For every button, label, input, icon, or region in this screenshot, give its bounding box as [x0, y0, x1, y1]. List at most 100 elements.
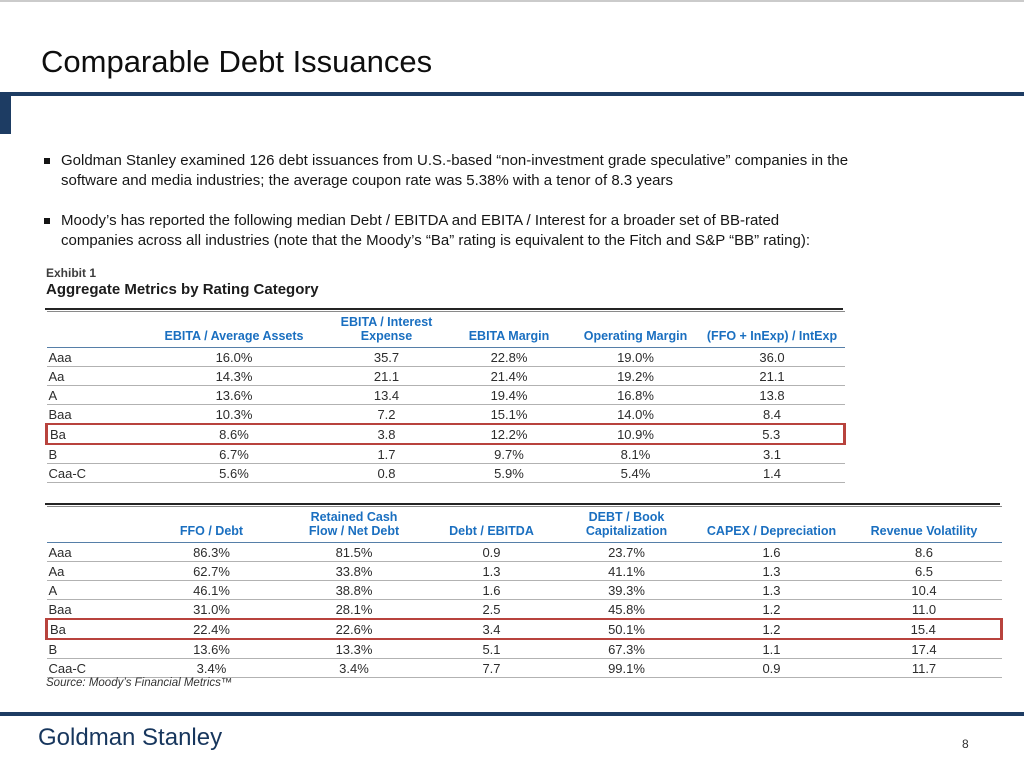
cell-value: 13.4 — [326, 385, 447, 405]
table-row: A 46.1% 38.8% 1.6 39.3% 1.3 10.4 — [46, 580, 1002, 600]
exhibit-label: Exhibit 1 — [46, 266, 97, 280]
row-label: Caa-C — [46, 463, 142, 483]
cell-value: 99.1% — [556, 658, 697, 678]
row-label: Caa-C — [46, 658, 142, 678]
cell-value: 1.3 — [426, 561, 557, 581]
cell-value: 14.3% — [141, 366, 327, 386]
cell-value: 86.3% — [141, 542, 282, 562]
cell-value: 3.4% — [281, 658, 427, 678]
cell-value: 41.1% — [556, 561, 697, 581]
page-number: 8 — [962, 737, 969, 751]
row-label-header — [46, 311, 142, 348]
cell-value: 7.7 — [426, 658, 557, 678]
footer-brand-logo: Goldman Stanley — [38, 724, 223, 751]
cell-value: 22.6% — [281, 618, 427, 640]
cell-value: 3.1 — [699, 444, 845, 464]
cell-value: 8.1% — [571, 444, 700, 464]
cell-value: 15.4 — [846, 618, 1003, 640]
cell-value: 36.0 — [699, 347, 845, 367]
cell-value: 10.3% — [141, 404, 327, 425]
cell-value: 3.4 — [426, 618, 557, 640]
highlighted-table-row: Ba 22.4% 22.6% 3.4 50.1% 1.2 15.4 — [45, 618, 1003, 640]
column-header: EBITA / Average Assets — [141, 311, 327, 348]
cell-value: 46.1% — [141, 580, 282, 600]
footer-rule — [0, 712, 1024, 716]
table-header-row: EBITA / Average Assets EBITA / Interest E… — [46, 311, 845, 348]
table-row: A 13.6% 13.4 19.4% 16.8% 13.8 — [46, 385, 845, 405]
cell-value: 21.1 — [699, 366, 845, 386]
cell-value: 6.7% — [141, 444, 327, 464]
bullet-list: Goldman Stanley examined 126 debt issuan… — [44, 151, 984, 271]
cell-value: 1.6 — [426, 580, 557, 600]
cell-value: 39.3% — [556, 580, 697, 600]
title-rule — [0, 92, 1024, 96]
table-row: Caa-C 3.4% 3.4% 7.7 99.1% 0.9 11.7 — [46, 658, 1002, 678]
column-header: DEBT / Book Capitalization — [556, 506, 697, 543]
row-label: Baa — [46, 599, 142, 620]
cell-value: 38.8% — [281, 580, 427, 600]
cell-value: 81.5% — [281, 542, 427, 562]
cell-value: 1.2 — [696, 599, 847, 620]
cell-value: 13.3% — [281, 639, 427, 659]
table-header-row: FFO / Debt Retained Cash Flow / Net Debt D… — [46, 506, 1002, 543]
cell-value: 0.9 — [426, 542, 557, 562]
rating-metrics-table-1-grid: EBITA / Average Assets EBITA / Interest E… — [45, 311, 846, 483]
cell-value: 8.6 — [846, 542, 1002, 562]
cell-value: 8.4 — [699, 404, 845, 425]
table-row: Aa 62.7% 33.8% 1.3 41.1% 1.3 6.5 — [46, 561, 1002, 581]
highlighted-table-row: Ba 8.6% 3.8 12.2% 10.9% 5.3 — [45, 423, 846, 445]
row-label: Aaa — [46, 347, 142, 367]
cell-value: 7.2 — [326, 404, 447, 425]
table-row: Caa-C 5.6% 0.8 5.9% 5.4% 1.4 — [46, 463, 845, 483]
rating-metrics-table-2-grid: FFO / Debt Retained Cash Flow / Net Debt D… — [45, 506, 1003, 678]
cell-value: 13.6% — [141, 639, 282, 659]
source-note: Source: Moody’s Financial Metrics™ — [46, 677, 233, 689]
bullet-square-icon — [44, 218, 50, 224]
row-label: Aa — [46, 561, 142, 581]
cell-value: 23.7% — [556, 542, 697, 562]
row-label: Ba — [45, 618, 142, 640]
rating-metrics-table-2: FFO / Debt Retained Cash Flow / Net Debt D… — [45, 503, 1003, 678]
cell-value: 10.4 — [846, 580, 1002, 600]
cell-value: 31.0% — [141, 599, 282, 620]
column-header: Operating Margin — [571, 311, 700, 348]
cell-value: 28.1% — [281, 599, 427, 620]
cell-value: 3.8 — [326, 423, 447, 445]
cell-value: 1.4 — [699, 463, 845, 483]
row-label: Aaa — [46, 542, 142, 562]
table-row: Baa 31.0% 28.1% 2.5 45.8% 1.2 11.0 — [46, 599, 1002, 620]
column-header: FFO / Debt — [141, 506, 282, 543]
cell-value: 0.8 — [326, 463, 447, 483]
bullet-item: Goldman Stanley examined 126 debt issuan… — [44, 151, 984, 191]
cell-value: 5.9% — [446, 463, 572, 483]
cell-value: 50.1% — [556, 618, 697, 640]
column-header: EBITA Margin — [446, 311, 572, 348]
cell-value: 1.1 — [696, 639, 847, 659]
row-label: Baa — [46, 404, 142, 425]
cell-value: 1.7 — [326, 444, 447, 464]
cell-value: 5.3 — [699, 423, 846, 445]
table-row: B 6.7% 1.7 9.7% 8.1% 3.1 — [46, 444, 845, 464]
cell-value: 19.0% — [571, 347, 700, 367]
cell-value: 1.3 — [696, 580, 847, 600]
cell-value: 1.6 — [696, 542, 847, 562]
cell-value: 21.4% — [446, 366, 572, 386]
row-label: A — [46, 385, 142, 405]
title-rule-accent — [0, 92, 11, 134]
cell-value: 22.8% — [446, 347, 572, 367]
cell-value: 21.1 — [326, 366, 447, 386]
column-header: (FFO + InExp) / IntExp — [699, 311, 845, 348]
table-row: Baa 10.3% 7.2 15.1% 14.0% 8.4 — [46, 404, 845, 425]
cell-value: 19.4% — [446, 385, 572, 405]
bullet-text: Goldman Stanley examined 126 debt issuan… — [61, 152, 849, 189]
cell-value: 33.8% — [281, 561, 427, 581]
rating-metrics-table-1: EBITA / Average Assets EBITA / Interest E… — [45, 308, 846, 483]
cell-value: 11.0 — [846, 599, 1002, 620]
cell-value: 14.0% — [571, 404, 700, 425]
row-label-header — [46, 506, 142, 543]
cell-value: 5.6% — [141, 463, 327, 483]
row-label: Ba — [45, 423, 142, 445]
cell-value: 13.6% — [141, 385, 327, 405]
cell-value: 2.5 — [426, 599, 557, 620]
cell-value: 11.7 — [846, 658, 1002, 678]
